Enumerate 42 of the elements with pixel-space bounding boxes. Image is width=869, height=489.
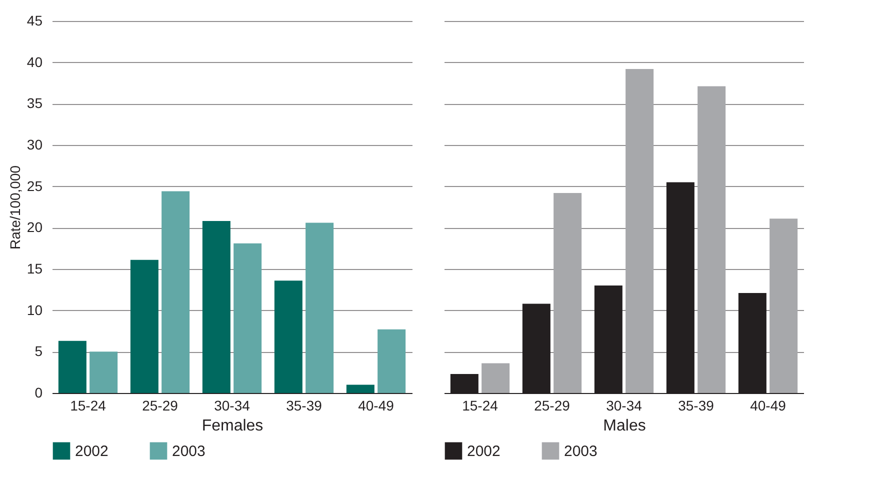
y-tick-label: 35 [26, 95, 43, 112]
bar [234, 243, 262, 393]
x-tick-label: 40-49 [750, 398, 786, 414]
y-tick-label: 10 [26, 302, 43, 318]
bar [482, 363, 510, 393]
y-tick-label: 20 [26, 219, 43, 236]
bar [90, 352, 118, 393]
bar [162, 191, 190, 393]
bar [202, 221, 230, 393]
bar [346, 384, 374, 393]
x-tick-label: 30-34 [214, 398, 250, 414]
y-tick-label: 0 [34, 384, 43, 400]
bar [274, 280, 302, 393]
bar [378, 329, 406, 393]
x-tick-label: 25-29 [534, 398, 570, 414]
x-tick-label: 25-29 [142, 398, 178, 414]
x-tick-label: 30-34 [606, 398, 642, 414]
bar [58, 340, 86, 393]
y-axis-title: Rate/100,000 [6, 165, 23, 250]
legend-label: 2003 [564, 442, 598, 460]
legend-label: 2002 [75, 442, 108, 460]
bar [770, 218, 798, 393]
x-tick-label: 40-49 [358, 398, 394, 414]
bar [626, 68, 654, 393]
legend-label: 2002 [467, 442, 500, 460]
bar [306, 222, 334, 393]
bar [554, 192, 582, 393]
x-tick-label: 35-39 [678, 398, 714, 414]
x-axis-title: Females [202, 418, 264, 434]
bar [130, 260, 158, 393]
y-tick-label: 40 [26, 54, 43, 70]
bar [698, 86, 726, 393]
x-tick-label: 15-24 [70, 398, 106, 414]
y-tick-label: 5 [34, 343, 43, 360]
y-tick-label: 15 [26, 260, 43, 276]
x-axis-title: Males [603, 418, 646, 434]
y-tick-label: 30 [26, 136, 43, 152]
y-tick-label: 25 [26, 178, 43, 194]
y-tick-label: 45 [26, 12, 43, 28]
legend-label: 2003 [172, 442, 206, 460]
x-tick-label: 35-39 [286, 398, 322, 414]
x-tick-label: 15-24 [462, 398, 498, 414]
